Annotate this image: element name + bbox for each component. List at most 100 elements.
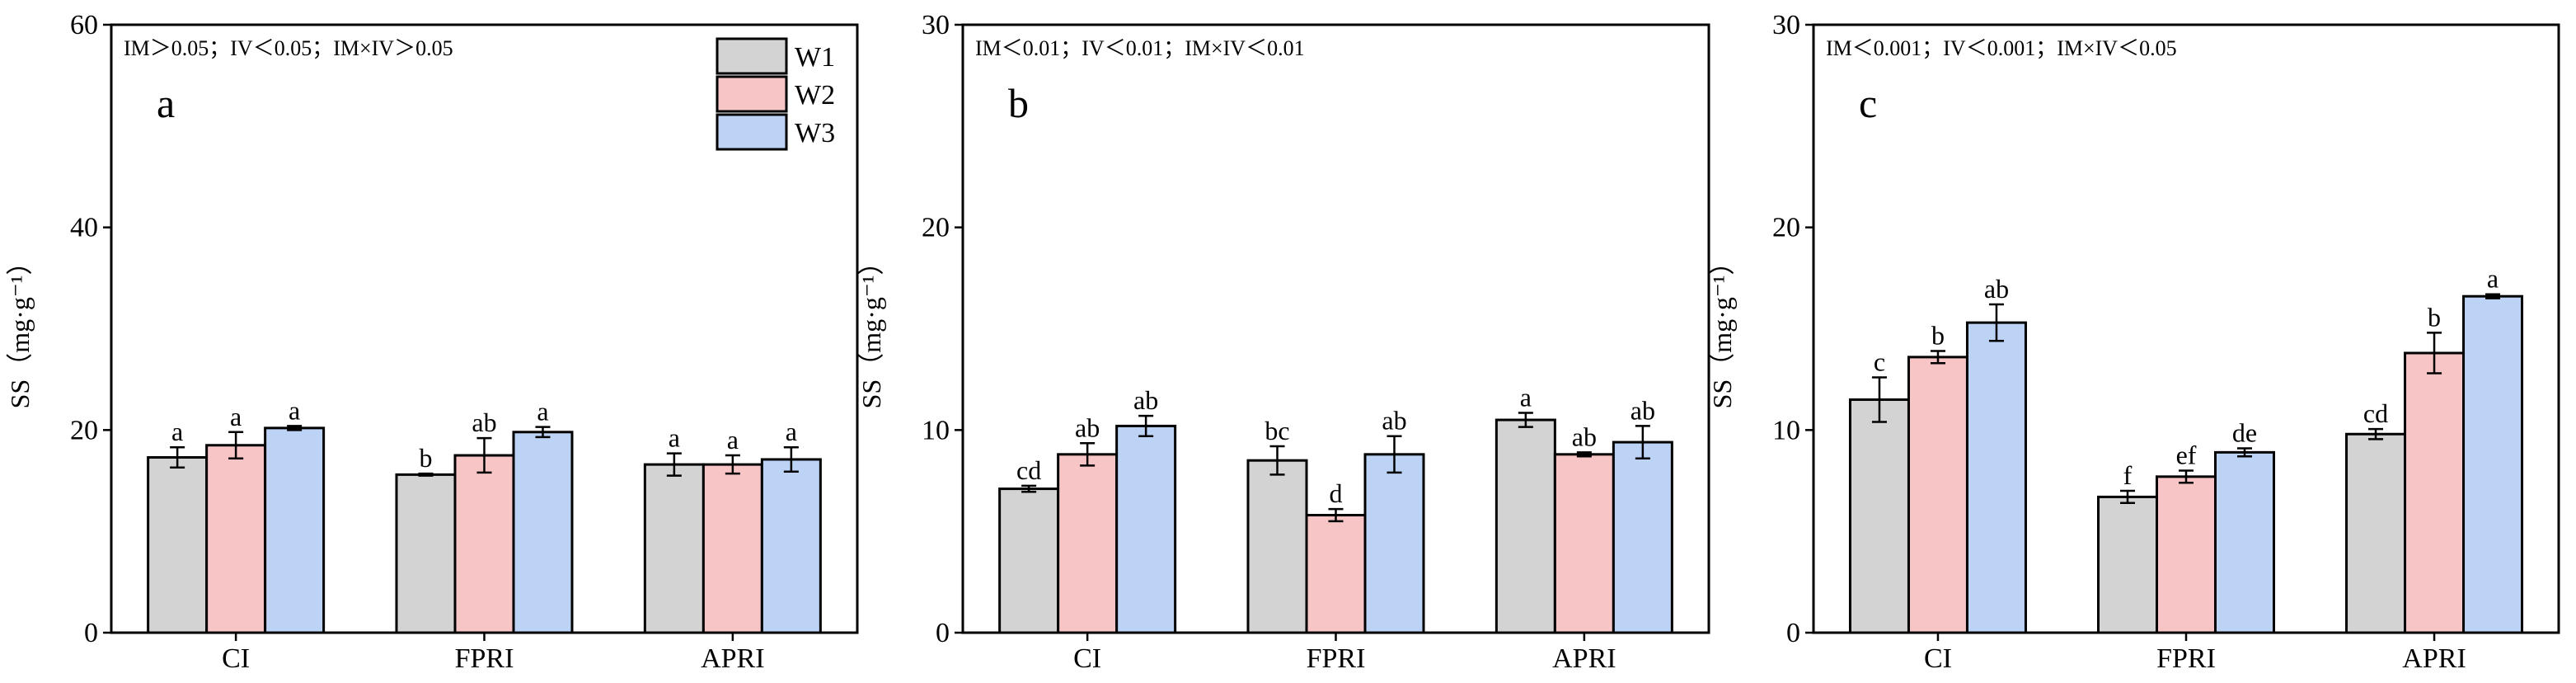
chart-panel-c: c b ab CI f ef de FPRI cd b a APRI 0 10 20 30 SS（mg·g⁻¹）… xyxy=(1707,10,2560,674)
significance-label-a-fpri-w1: b xyxy=(420,443,433,473)
error-bar-b-ci-w1 xyxy=(1021,484,1037,493)
bar-a-ci-w3 xyxy=(264,426,326,634)
plot-frame-a xyxy=(110,23,859,634)
bar-c-ci-w3 xyxy=(1965,321,2027,634)
error-bar-b-apri-w1 xyxy=(1518,412,1533,428)
bar-a-apri-w1 xyxy=(643,463,705,634)
error-bar-a-fpri-w3 xyxy=(535,426,551,439)
y-axis-label-c: SS（mg·g⁻¹） xyxy=(1707,249,1737,409)
x-tick-label-fpri: FPRI xyxy=(2156,643,2216,674)
error-bar-c-ci-w1 xyxy=(1871,376,1887,423)
y-tick-label: 40 xyxy=(70,213,98,243)
legend: W1 W2 W3 xyxy=(716,37,835,151)
error-bar-c-ci-w3 xyxy=(1988,303,2004,342)
significance-label-c-apri-w1: cd xyxy=(2363,398,2388,428)
y-tick-label: 10 xyxy=(922,415,950,445)
significance-label-b-fpri-w3: ab xyxy=(1382,406,1406,436)
bar-c-ci-w1 xyxy=(1848,398,1910,634)
y-tick-label: 60 xyxy=(70,10,98,40)
panel-letter-b: b xyxy=(1008,80,1029,126)
significance-label-a-apri-w1: a xyxy=(669,423,680,453)
x-tick-label-ci: CI xyxy=(1073,643,1101,674)
bar-b-ci-w2 xyxy=(1057,453,1119,634)
y-tick-label: 0 xyxy=(84,618,98,648)
significance-label-a-ci-w2: a xyxy=(230,402,242,431)
significance-label-a-fpri-w2: ab xyxy=(472,407,496,437)
error-bar-c-ci-w2 xyxy=(1930,350,1945,365)
error-bar-b-fpri-w3 xyxy=(1387,435,1402,474)
bar-a-ci-w1 xyxy=(147,455,209,634)
significance-label-b-ci-w3: ab xyxy=(1133,385,1158,415)
bar-c-fpri-w3 xyxy=(2214,450,2275,634)
significance-label-a-apri-w3: a xyxy=(786,417,797,446)
error-bar-b-apri-w3 xyxy=(1635,425,1650,459)
bar-a-ci-w2 xyxy=(205,444,267,634)
bar-b-apri-w2 xyxy=(1553,453,1615,634)
significance-label-c-fpri-w2: ef xyxy=(2176,440,2197,469)
x-tick-label-apri: APRI xyxy=(2402,643,2466,674)
significance-label-b-ci-w1: cd xyxy=(1016,455,1041,485)
y-tick-label: 30 xyxy=(922,10,950,40)
error-bar-a-apri-w2 xyxy=(725,454,740,475)
significance-label-c-fpri-w1: f xyxy=(2123,460,2133,490)
bar-b-fpri-w2 xyxy=(1305,514,1367,634)
error-bar-a-fpri-w2 xyxy=(476,436,492,474)
bar-a-fpri-w2 xyxy=(453,454,515,634)
error-bar-b-fpri-w1 xyxy=(1269,445,1285,476)
error-bar-c-fpri-w1 xyxy=(2120,489,2135,505)
x-tick-label-apri: APRI xyxy=(1552,643,1616,674)
chart-panel-b: cd ab ab CI bc d ab FPRI a ab ab APRI 0 10 20 30 SS（mg·g… xyxy=(856,10,1710,674)
significance-label-c-apri-w3: a xyxy=(2487,264,2499,294)
plot-frame-c xyxy=(1812,23,2560,634)
legend-label-w1: W1 xyxy=(795,42,835,73)
panel-letter-c: c xyxy=(1859,80,1877,126)
bar-c-apri-w3 xyxy=(2462,294,2524,634)
y-tick-label: 20 xyxy=(1772,213,1800,243)
legend-swatch-w3 xyxy=(716,113,788,151)
plot-frame-b xyxy=(961,23,1710,634)
significance-label-a-ci-w1: a xyxy=(171,417,183,446)
bar-c-apri-w2 xyxy=(2404,351,2466,634)
x-tick-label-fpri: FPRI xyxy=(1307,643,1366,674)
significance-label-b-apri-w2: ab xyxy=(1572,422,1597,451)
y-axis-label-a: SS（mg·g⁻¹） xyxy=(5,249,35,409)
stats-annotation-c: IM＜0.001；IV＜0.001；IM×IV＜0.05 xyxy=(1826,36,2177,60)
bar-b-fpri-w1 xyxy=(1246,459,1308,634)
y-axis-label-b: SS（mg·g⁻¹） xyxy=(856,249,886,409)
panel-letter-a: a xyxy=(157,80,175,126)
x-tick-label-ci: CI xyxy=(1924,643,1952,674)
bar-b-apri-w3 xyxy=(1612,440,1673,634)
significance-label-b-apri-w1: a xyxy=(1520,382,1532,412)
x-tick-label-ci: CI xyxy=(222,643,250,674)
significance-label-a-fpri-w3: a xyxy=(537,397,548,426)
stats-annotation-a: IM＞0.05；IV＜0.05；IM×IV＞0.05 xyxy=(124,36,453,60)
error-bar-b-ci-w3 xyxy=(1138,414,1154,437)
significance-label-a-apri-w2: a xyxy=(727,425,739,455)
bar-b-ci-w1 xyxy=(998,488,1060,634)
bar-c-apri-w1 xyxy=(2345,432,2407,634)
error-bar-c-fpri-w3 xyxy=(2237,447,2252,458)
error-bar-a-ci-w1 xyxy=(170,445,185,469)
bar-b-apri-w1 xyxy=(1494,418,1556,634)
bar-a-fpri-w3 xyxy=(512,431,574,634)
chart-panel-a: a a a CI b ab a FPRI a a a APRI 0 20 40 60 SS（mg·g⁻¹） IM＞… xyxy=(5,10,859,674)
bar-c-fpri-w2 xyxy=(2156,475,2217,634)
y-tick-label: 20 xyxy=(922,213,950,243)
significance-label-a-ci-w3: a xyxy=(289,395,300,425)
x-tick-label-apri: APRI xyxy=(701,643,764,674)
error-bar-b-ci-w2 xyxy=(1080,442,1096,467)
legend-swatch-w2 xyxy=(716,75,788,113)
y-tick-label: 0 xyxy=(936,618,950,648)
bar-a-fpri-w1 xyxy=(395,473,457,634)
error-bar-a-fpri-w1 xyxy=(418,472,434,477)
x-tick-label-fpri: FPRI xyxy=(455,643,514,674)
error-bar-a-ci-w2 xyxy=(228,431,244,459)
bar-c-ci-w2 xyxy=(1907,356,1968,634)
significance-label-c-ci-w1: c xyxy=(1874,346,1885,376)
significance-label-b-fpri-w1: bc xyxy=(1265,416,1289,445)
error-bar-b-fpri-w2 xyxy=(1328,507,1344,523)
significance-label-c-ci-w3: ab xyxy=(1984,274,2009,304)
stats-annotation-b: IM＜0.01；IV＜0.01；IM×IV＜0.01 xyxy=(975,36,1305,60)
y-tick-label: 30 xyxy=(1772,10,1800,40)
